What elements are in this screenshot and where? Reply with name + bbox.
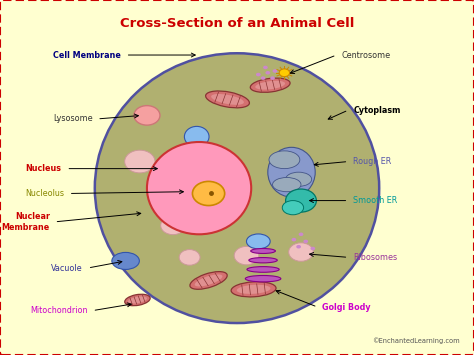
- Ellipse shape: [289, 243, 313, 261]
- Ellipse shape: [249, 258, 277, 263]
- Text: Mitochondrion: Mitochondrion: [30, 306, 88, 315]
- Ellipse shape: [292, 238, 296, 241]
- Ellipse shape: [128, 296, 147, 304]
- Ellipse shape: [273, 69, 277, 73]
- Text: Vacuole: Vacuole: [51, 263, 83, 273]
- Text: Centrosome: Centrosome: [341, 50, 391, 60]
- Ellipse shape: [246, 234, 270, 249]
- Text: Ribosomes: Ribosomes: [353, 253, 397, 262]
- Text: Lysosome: Lysosome: [53, 114, 92, 124]
- Ellipse shape: [95, 53, 379, 323]
- Ellipse shape: [190, 272, 227, 289]
- Text: Cross-Section of an Animal Cell: Cross-Section of an Animal Cell: [120, 17, 354, 29]
- Ellipse shape: [285, 189, 316, 212]
- Ellipse shape: [282, 201, 304, 215]
- Text: Rough ER: Rough ER: [353, 157, 392, 166]
- Ellipse shape: [231, 282, 276, 297]
- Ellipse shape: [285, 172, 312, 186]
- Ellipse shape: [125, 150, 155, 173]
- Ellipse shape: [251, 248, 275, 253]
- Ellipse shape: [310, 247, 315, 250]
- Text: Golgi Body: Golgi Body: [322, 302, 371, 312]
- Ellipse shape: [263, 66, 268, 69]
- Ellipse shape: [268, 147, 315, 197]
- Ellipse shape: [184, 126, 209, 147]
- Ellipse shape: [195, 274, 222, 286]
- Ellipse shape: [148, 175, 174, 195]
- Ellipse shape: [161, 216, 185, 235]
- Ellipse shape: [147, 142, 251, 234]
- Ellipse shape: [247, 267, 279, 272]
- Text: Nuclear
Membrane: Nuclear Membrane: [1, 212, 50, 231]
- Ellipse shape: [273, 178, 301, 192]
- Ellipse shape: [270, 76, 275, 80]
- Ellipse shape: [265, 71, 270, 75]
- Ellipse shape: [246, 275, 281, 282]
- Ellipse shape: [303, 240, 308, 243]
- Text: Nucleus: Nucleus: [26, 164, 62, 173]
- Ellipse shape: [206, 91, 249, 108]
- Ellipse shape: [234, 246, 259, 265]
- Ellipse shape: [125, 294, 150, 306]
- Ellipse shape: [296, 245, 301, 248]
- Ellipse shape: [211, 94, 244, 105]
- Ellipse shape: [179, 250, 200, 265]
- Ellipse shape: [237, 285, 271, 294]
- Ellipse shape: [269, 151, 300, 169]
- Text: Cell Membrane: Cell Membrane: [53, 50, 121, 60]
- Text: Smooth ER: Smooth ER: [353, 196, 397, 205]
- Ellipse shape: [112, 252, 139, 269]
- Ellipse shape: [299, 233, 303, 236]
- Text: ©EnchantedLearning.com: ©EnchantedLearning.com: [372, 337, 460, 344]
- Ellipse shape: [261, 76, 265, 80]
- Ellipse shape: [279, 69, 290, 77]
- Ellipse shape: [192, 181, 225, 206]
- Ellipse shape: [134, 105, 160, 125]
- Ellipse shape: [256, 73, 261, 76]
- Ellipse shape: [250, 78, 290, 92]
- Text: Nucleolus: Nucleolus: [25, 189, 64, 198]
- Text: Cytoplasm: Cytoplasm: [353, 105, 401, 115]
- Ellipse shape: [255, 81, 285, 90]
